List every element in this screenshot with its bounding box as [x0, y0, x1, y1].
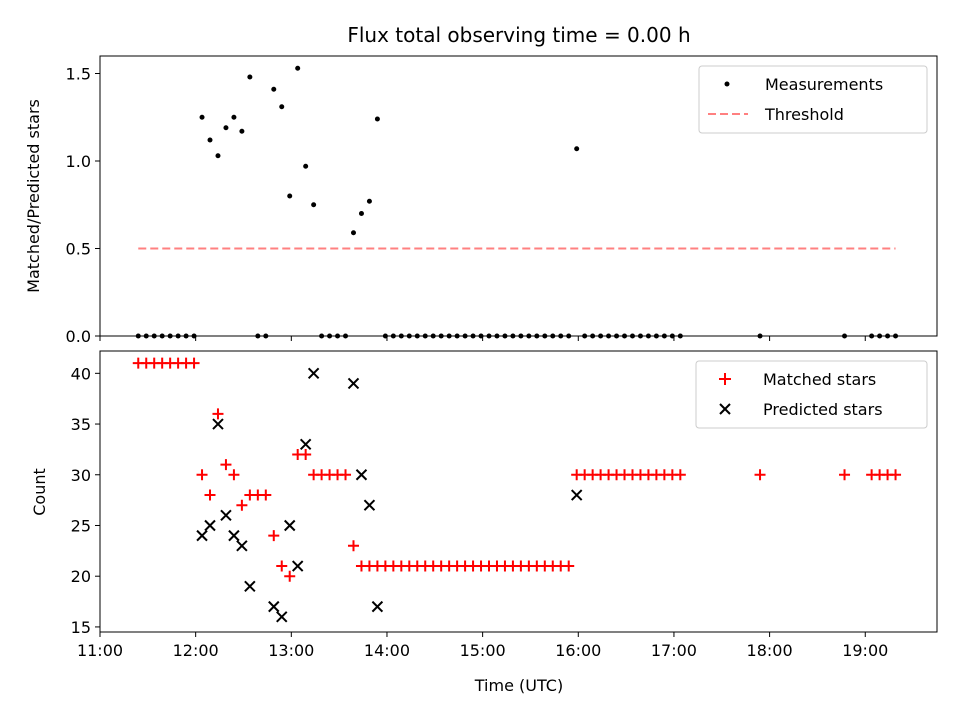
- predicted-star-point: [284, 519, 296, 532]
- y-tick-label: 0.0: [66, 327, 91, 346]
- measurement-point: [358, 211, 364, 216]
- measurement-point: [303, 163, 309, 169]
- y-tick-label: 40: [71, 364, 91, 383]
- x-tick-label: 11:00: [77, 641, 123, 660]
- measurement-point: [279, 104, 285, 110]
- predicted-star-point: [276, 611, 288, 623]
- y-tick-label: 35: [71, 415, 91, 434]
- measurement-point: [311, 202, 317, 208]
- x-tick-label: 13:00: [268, 641, 314, 660]
- ratio-x-ticks: [99, 336, 866, 341]
- ratio-panel: 0.0 0.5 1.0 1.5 Matched/Predicted stars Mea…: [24, 55, 938, 346]
- predicted-star-point: [228, 529, 240, 542]
- matched-legend-label: Matched stars: [763, 370, 876, 389]
- x-axis-label: Time (UTC): [474, 676, 563, 695]
- measurement-point: [223, 125, 229, 131]
- ratio-legend-box: [698, 65, 928, 134]
- matched-star-point: [196, 469, 208, 481]
- measurement-point: [231, 114, 237, 120]
- matched-star-point: [563, 560, 575, 572]
- y-tick-label: 30: [71, 466, 91, 485]
- predicted-star-point: [244, 580, 256, 593]
- count-legend-box: [695, 360, 928, 429]
- y-tick-label: 1.0: [66, 152, 91, 171]
- matched-star-point: [890, 469, 902, 481]
- matched-star-point: [188, 357, 200, 369]
- x-tick-label: 12:00: [173, 641, 219, 660]
- measurement-point: [215, 153, 221, 159]
- count-y-axis-label: Count: [30, 468, 49, 516]
- measurement-point: [271, 86, 277, 92]
- predicted-legend-marker: [719, 403, 731, 415]
- predicted-star-point: [355, 469, 368, 481]
- matched-legend-marker: [719, 373, 731, 385]
- matched-star-point: [839, 469, 851, 481]
- matched-star-point: [260, 489, 272, 501]
- measurement-point: [207, 137, 213, 143]
- measurements-legend-marker: [724, 81, 730, 87]
- matched-star-point: [268, 530, 280, 542]
- predicted-star-point: [371, 600, 384, 613]
- matched-star-point: [204, 489, 216, 501]
- matched-star-point: [347, 540, 359, 552]
- y-tick-label: 0.5: [66, 240, 91, 259]
- predicted-star-point: [570, 489, 583, 501]
- matched-star-point: [228, 469, 240, 481]
- matched-star-point: [212, 408, 224, 420]
- measurement-point: [287, 193, 293, 199]
- measurement-point: [239, 128, 245, 134]
- measurements-legend-label: Measurements: [765, 75, 883, 94]
- predicted-star-point: [236, 540, 248, 552]
- x-tick-label: 19:00: [842, 641, 888, 660]
- y-tick-label: 15: [71, 618, 91, 637]
- x-tick-label: 14:00: [364, 641, 410, 660]
- predicted-star-point: [291, 560, 304, 572]
- measurement-point: [295, 65, 301, 71]
- matched-star-point: [300, 448, 312, 460]
- matched-star-point: [236, 499, 248, 511]
- x-tick-label: 18:00: [747, 641, 793, 660]
- predicted-star-point: [347, 377, 360, 390]
- predicted-star-point: [196, 529, 208, 542]
- count-panel: 15 20 25 30 35 40 11:00 12:00 13:00 14:00 15:00 16…: [30, 350, 938, 695]
- threshold-legend-label: Threshold: [764, 105, 844, 124]
- measurement-point: [199, 114, 205, 120]
- measurement-point: [374, 116, 380, 122]
- measurement-point: [574, 146, 580, 152]
- matched-star-point: [754, 469, 766, 481]
- count-x-ticks: 11:00 12:00 13:00 14:00 15:00 16:00 17:00 18:00…: [77, 632, 888, 660]
- predicted-star-point: [299, 438, 312, 451]
- ratio-y-axis-label: Matched/Predicted stars: [24, 99, 43, 293]
- count-legend: Matched stars Predicted stars: [695, 360, 928, 429]
- chart-title: Flux total observing time = 0.00 h: [347, 23, 690, 47]
- x-tick-label: 15:00: [460, 641, 506, 660]
- predicted-legend-label: Predicted stars: [763, 400, 883, 419]
- predicted-star-point: [268, 600, 280, 613]
- matched-star-point: [276, 560, 288, 572]
- matched-star-point: [220, 459, 232, 471]
- y-tick-label: 20: [71, 567, 91, 586]
- x-tick-label: 17:00: [651, 641, 697, 660]
- predicted-star-point: [363, 499, 376, 511]
- count-axes-frame: [99, 350, 938, 633]
- ratio-axes-frame: [99, 55, 938, 337]
- ratio-y-ticks: 0.0 0.5 1.0 1.5: [66, 65, 100, 346]
- x-tick-label: 16:00: [555, 641, 601, 660]
- matched-star-point: [284, 570, 296, 582]
- y-tick-label: 25: [71, 516, 91, 535]
- predicted-star-point: [212, 418, 224, 430]
- measurement-point: [350, 230, 356, 236]
- measurement-point: [366, 198, 372, 204]
- measurement-point: [247, 74, 253, 80]
- ratio-legend: Measurements Threshold: [698, 65, 928, 134]
- predicted-star-point: [307, 367, 320, 380]
- predicted-star-point: [204, 519, 216, 532]
- count-plot-area: [132, 357, 902, 623]
- predicted-star-point: [220, 509, 232, 522]
- y-tick-label: 1.5: [66, 65, 91, 84]
- matched-star-point: [340, 469, 352, 481]
- matched-star-point: [674, 469, 686, 481]
- count-y-ticks: 15 20 25 30 35 40: [71, 364, 100, 637]
